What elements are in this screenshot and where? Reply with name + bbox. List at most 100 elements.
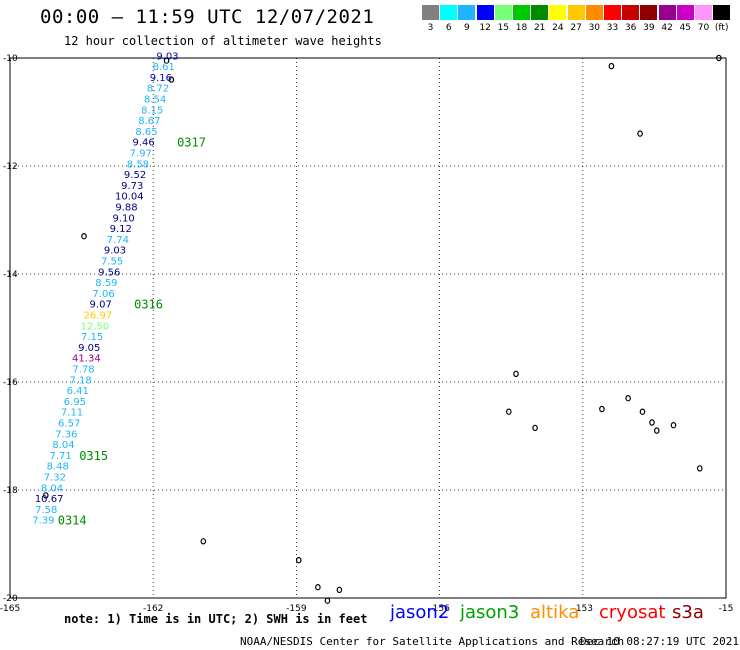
footer-note: note: 1) Time is in UTC; 2) SWH is in fe… [64, 612, 368, 626]
color-scale-swatch [422, 5, 439, 20]
color-scale-label: 6 [445, 23, 452, 33]
color-scale-swatch [549, 5, 567, 20]
satellite-legend-jason2: jason2 [390, 602, 450, 623]
longitude-label: -153 [573, 604, 593, 614]
wave-height-value: 12.50 [81, 321, 110, 332]
color-scale-label: 9 [464, 23, 470, 33]
longitude-label: -159 [286, 604, 307, 614]
color-scale-label: 70 [697, 23, 710, 33]
island-outline [168, 76, 175, 83]
island-outline [324, 597, 331, 604]
wave-height-value: 41.34 [72, 354, 101, 365]
wave-height-value: 8.04 [41, 483, 63, 494]
wave-height-value: 9.52 [124, 170, 146, 181]
island-outline [532, 424, 538, 432]
wave-height-value: 8.72 [147, 84, 169, 95]
axis-labels: -165 -162 -159 -156 -153 -15-10-12-14-16-18-2… [0, 54, 733, 614]
island-outline [608, 62, 615, 70]
color-scale-label: 36 [624, 23, 637, 33]
island-outline [315, 584, 321, 591]
island-outline [336, 586, 343, 594]
color-scale-swatch [531, 5, 549, 20]
color-scale-label: 12 [479, 23, 491, 33]
satellite-legend-altika: altika [530, 602, 580, 623]
wave-height-value: 7.55 [101, 257, 123, 268]
color-scale-swatch [458, 5, 476, 20]
map-frame [9, 57, 727, 599]
island-outline [653, 427, 660, 434]
longitude-label: -156 [429, 604, 450, 614]
wave-height-value: 8.67 [138, 116, 160, 127]
color-scale-label: 15 [497, 23, 510, 33]
wave-height-value: 7.97 [130, 149, 152, 160]
generated-timestamp: Dec 10 08:27:19 UTC 2021 [580, 635, 739, 648]
color-scale-label: 39 [643, 23, 655, 33]
satellite-legend-jason3: jason3 [460, 602, 520, 623]
color-scale-label: 27 [570, 23, 582, 33]
lat-lon-grid [10, 58, 726, 598]
wave-height-value: 9.88 [115, 203, 137, 214]
wave-height-value: 8.48 [47, 462, 69, 473]
color-scale-swatch [695, 5, 712, 20]
wave-height-value: 7.74 [107, 235, 129, 246]
color-scale-swatch [440, 5, 458, 20]
wave-height-value: 8.65 [135, 127, 157, 138]
wave-height-value: 9.07 [90, 300, 112, 311]
wave-height-value: 7.58 [35, 505, 57, 516]
wave-height-value: 26.97 [84, 311, 113, 322]
island-outline [625, 395, 631, 402]
wave-height-value: 9.10 [112, 213, 134, 224]
wave-height-value: 9.56 [98, 267, 120, 278]
island-outline [639, 408, 646, 415]
color-scale-swatch [640, 5, 658, 20]
wave-height-value: 6.41 [67, 386, 89, 397]
island-outline [513, 370, 519, 378]
track-time-label: 0315 [79, 449, 108, 463]
wave-height-value: 9.73 [121, 181, 143, 192]
wave-height-value: 9.03 [156, 51, 178, 62]
island-outline [670, 422, 677, 429]
wave-height-value: 7.11 [61, 408, 83, 419]
color-scale-label: 42 [661, 23, 673, 33]
wave-height-value: 7.39 [32, 516, 54, 527]
island-outline [649, 419, 655, 426]
wave-height-value: 7.71 [49, 451, 71, 462]
wave-height-value: 8.59 [95, 278, 117, 289]
color-scale-label: 18 [515, 23, 528, 33]
map-title: 00:00 — 11:59 UTC 12/07/2021 [40, 6, 375, 28]
wave-height-value: 8.04 [52, 440, 74, 451]
track-time-label: 0314 [58, 514, 87, 528]
wave-height-value: 10.04 [115, 192, 144, 203]
wave-height-value: 9.16 [150, 73, 172, 84]
color-scale-swatch [567, 5, 585, 20]
island-outline [637, 130, 643, 137]
wave-height-value: 7.78 [72, 365, 94, 376]
color-scale-swatch [713, 5, 731, 20]
wave-height-value: 6.95 [64, 397, 86, 408]
wave-height-value: 7.18 [70, 375, 92, 386]
wave-height-value: 7.36 [55, 429, 77, 440]
color-scale-swatch [622, 5, 640, 20]
island-outline [696, 465, 703, 472]
longitude-label: -162 [143, 604, 163, 614]
color-scale-label: 33 [606, 23, 619, 33]
credit-line: NOAA/NESDIS Center for Satellite Applica… [240, 635, 625, 648]
wave-height-value: 9.05 [78, 343, 100, 354]
satellite-legend-s3a: s3a [672, 602, 704, 623]
color-scale-swatch [494, 5, 512, 20]
longitude-label: -15 [719, 604, 734, 614]
wave-height-value: 7.15 [81, 332, 103, 343]
color-scale-swatch [513, 5, 530, 20]
wave-height-value: 7.32 [44, 473, 66, 484]
latitude-label: -20 [3, 594, 18, 604]
map-subtitle: 12 hour collection of altimeter wave hei… [64, 34, 382, 48]
wave-height-value: 10.67 [35, 494, 64, 505]
color-scale-label: 45 [679, 23, 692, 33]
wave-height-value: 8.58 [127, 159, 149, 170]
color-scale-swatch [676, 5, 694, 20]
color-scale-swatch [585, 5, 603, 20]
island-outline [506, 408, 512, 415]
color-scale-swatch [604, 5, 621, 20]
color-scale-swatch [476, 5, 494, 20]
